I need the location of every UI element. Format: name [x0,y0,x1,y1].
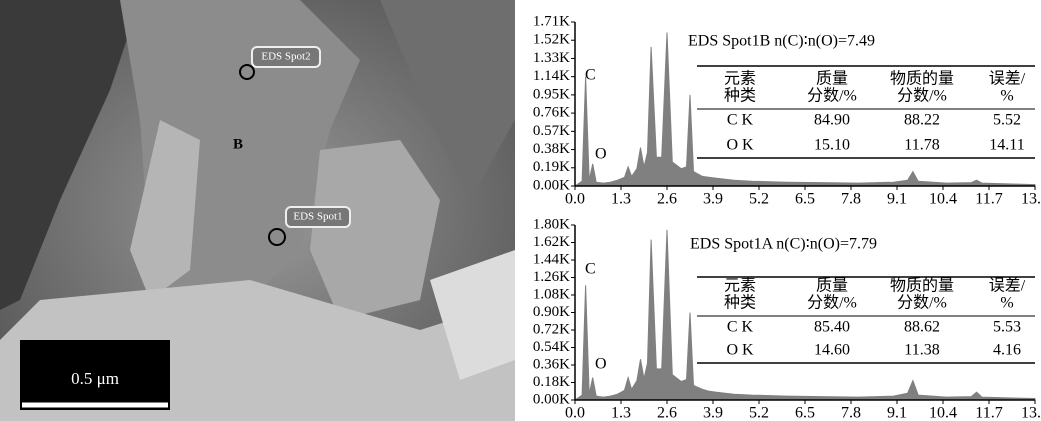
y-tick-label: 1.14K [533,68,570,84]
table-header: 误差/ [989,277,1026,295]
table-header: 种类 [724,294,756,312]
table-cell: 85.40 [814,319,850,336]
y-tick-label: 0.95K [533,86,570,102]
table-header: % [1000,88,1013,105]
y-tick-label: 1.62K [533,234,570,250]
table-cell: C K [727,319,754,336]
x-tick-label: 7.8 [841,405,861,421]
x-tick-label: 1.3 [611,191,631,208]
y-tick-label: 1.52K [533,32,570,48]
table-header: 分数/% [897,294,947,312]
table-cell: 88.22 [904,112,940,129]
table-cell: 4.16 [993,342,1021,359]
y-tick-label: 0.54K [533,339,570,355]
y-tick-label: 0.76K [533,105,570,121]
x-tick-label: 2.6 [657,405,677,421]
chart-title: EDS Spot1A n(C)∶n(O)=7.79 [690,236,877,253]
y-tick-label: 0.38K [533,141,570,157]
table-cell: 14.60 [814,342,850,359]
table-cell: 5.53 [993,319,1021,336]
table-header: 种类 [724,87,756,105]
table-header: 质量 [816,70,848,88]
y-tick-label: 1.26K [533,269,570,285]
peak-label: C [585,67,596,84]
table-header: 质量 [816,277,848,295]
x-tick-label: 9.1 [887,191,907,208]
x-tick-label: 11.7 [975,191,1002,208]
table-cell: 15.10 [814,137,850,154]
chart-title: EDS Spot1B n(C)∶n(O)=7.49 [688,33,875,50]
table-header: 元素 [724,70,756,88]
table-header: 分数/% [807,87,857,105]
y-tick-label: 1.33K [533,50,570,66]
x-tick-label: 3.9 [703,191,723,208]
x-tick-label: 5.2 [749,191,769,208]
table-cell: 11.38 [904,342,939,359]
x-tick-label: 3.9 [703,405,723,421]
y-tick-label: 0.18K [533,374,570,390]
table-header: 误差/ [989,70,1026,88]
table-cell: 84.90 [814,112,850,129]
table-cell: C K [727,112,754,129]
spot-label: EDS Spot1 [293,211,342,223]
table-cell: 5.52 [993,112,1021,129]
y-tick-label: 1.80K [533,216,570,232]
x-tick-label: 2.6 [657,191,677,208]
table-header: 元素 [724,277,756,295]
table-header: 物质的量 [890,70,954,88]
table-cell: 88.62 [904,319,940,336]
x-tick-label: 11.7 [975,405,1002,421]
x-tick-label: 10.4 [929,191,957,208]
peak-label: O [595,356,607,373]
table-cell: 11.78 [904,137,939,154]
table-cell: O K [726,137,754,154]
figure: 0.5 μm EDS Spot2 EDS Spot1 B 0.00K0.19K0… [0,0,1041,421]
y-tick-label: 0.57K [533,123,570,139]
y-tick-label: 1.71K [533,13,570,29]
y-tick-label: 1.44K [533,251,570,267]
peak-label: C [585,261,596,278]
x-tick-label: 13.0 [1021,405,1041,421]
x-tick-label: 1.3 [611,405,631,421]
table-header: % [1000,295,1013,312]
x-tick-label: 13.0 [1021,191,1041,208]
table-header: 分数/% [807,294,857,312]
y-tick-label: 1.08K [533,286,570,302]
region-label: B [233,136,243,152]
spot-label: EDS Spot2 [261,51,310,63]
spectrum-area [575,230,1035,400]
y-tick-label: 0.90K [533,304,570,320]
x-tick-label: 0.0 [565,405,585,421]
peak-label: O [595,146,607,163]
sem-image: 0.5 μm EDS Spot2 EDS Spot1 B [0,0,515,421]
x-tick-label: 6.5 [795,405,815,421]
y-tick-label: 0.72K [533,321,570,337]
table-header: 分数/% [897,87,947,105]
table-cell: O K [726,342,754,359]
x-tick-label: 5.2 [749,405,769,421]
x-tick-label: 7.8 [841,191,861,208]
table-cell: 14.11 [989,137,1024,154]
table-header: 物质的量 [890,277,954,295]
scale-label: 0.5 μm [71,369,119,388]
x-tick-label: 6.5 [795,191,815,208]
y-tick-label: 0.19K [533,159,570,175]
x-tick-label: 10.4 [929,405,957,421]
x-tick-label: 0.0 [565,191,585,208]
y-tick-label: 0.36K [533,356,570,372]
x-tick-label: 9.1 [887,405,907,421]
